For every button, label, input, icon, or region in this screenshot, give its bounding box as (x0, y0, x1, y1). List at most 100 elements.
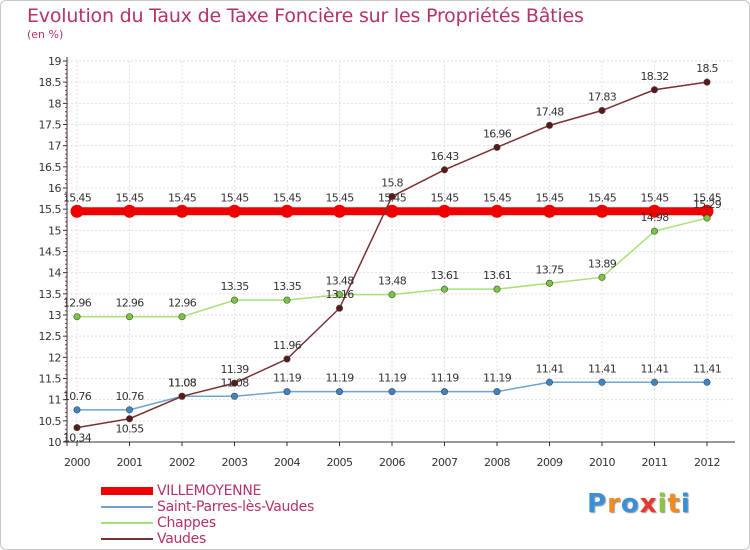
x-tick-label: 2009 (537, 456, 563, 469)
x-tick-label: 2007 (432, 456, 458, 469)
y-tick-label: 13.5 (39, 288, 62, 301)
data-label: 18.32 (641, 70, 669, 83)
data-point (73, 406, 81, 414)
logo-letter: o (620, 489, 640, 519)
y-tick-label: 18 (48, 97, 61, 110)
data-label: 11.19 (326, 372, 355, 385)
data-point (440, 166, 448, 174)
data-point (545, 378, 553, 386)
logo-letter: i (657, 489, 668, 519)
data-label: 13.35 (273, 280, 302, 293)
data-point (493, 388, 501, 396)
y-tick-label: 11 (48, 394, 61, 407)
data-point (126, 313, 134, 321)
data-point (126, 406, 134, 414)
data-point (283, 388, 291, 396)
proxiti-logo: Proxiti (587, 489, 691, 519)
x-tick-label: 2004 (274, 456, 300, 469)
legend-label: Chappes (157, 515, 216, 531)
y-tick-label: 12.5 (39, 330, 62, 343)
logo-letter: P (587, 489, 608, 519)
data-point (73, 424, 81, 432)
data-point (70, 204, 84, 218)
data-point (123, 204, 136, 218)
chart-subtitle: (en %) (27, 28, 64, 41)
data-point (283, 296, 291, 304)
data-point (280, 204, 294, 218)
data-label: 13.16 (326, 288, 355, 301)
legend-label: Saint-Parres-lès-Vaudes (157, 499, 314, 515)
data-point (543, 204, 556, 218)
data-label: 11.39 (221, 363, 250, 376)
logo-letter: r (607, 489, 621, 519)
data-point (388, 291, 396, 299)
y-tick-label: 17.5 (39, 119, 62, 132)
data-label: 12.96 (168, 297, 197, 310)
data-point (231, 392, 239, 400)
x-tick-label: 2000 (64, 456, 90, 469)
data-point (335, 388, 343, 396)
data-label: 15.45 (536, 191, 565, 204)
data-label: 11.96 (273, 339, 302, 352)
data-label: 15.45 (588, 191, 617, 204)
data-label: 11.19 (273, 372, 302, 385)
data-point (490, 204, 504, 218)
data-label: 17.83 (588, 91, 617, 104)
data-point (73, 313, 81, 321)
data-label: 17.48 (536, 105, 565, 118)
data-label: 15.45 (221, 191, 250, 204)
legend-label: VILLEMOYENNE (157, 483, 262, 499)
y-tick-label: 12 (48, 351, 61, 364)
logo-letter: x (639, 489, 658, 519)
data-point (703, 378, 711, 386)
data-point (545, 279, 553, 287)
data-point (385, 204, 399, 218)
y-tick-label: 15.5 (39, 203, 62, 216)
data-label: 15.8 (381, 176, 403, 189)
data-point (231, 379, 239, 387)
data-point (335, 291, 343, 299)
data-point (650, 227, 658, 235)
data-point (595, 204, 609, 218)
legend-swatch (101, 487, 153, 495)
data-label: 15.45 (326, 191, 355, 204)
legend-label: Vaudes (157, 531, 206, 547)
data-point (700, 204, 714, 218)
data-label: 15.45 (693, 191, 722, 204)
data-point (598, 107, 606, 115)
data-label: 13.48 (326, 275, 355, 288)
data-point (493, 285, 501, 293)
y-tick-label: 19 (48, 55, 61, 68)
x-tick-label: 2008 (484, 456, 510, 469)
data-label: 13.61 (431, 269, 459, 282)
data-point (388, 192, 396, 200)
y-tick-label: 11.5 (39, 373, 62, 386)
y-tick-label: 10 (48, 436, 61, 449)
x-tick-label: 2003 (222, 456, 248, 469)
data-point (703, 78, 711, 86)
data-label: 13.61 (483, 269, 511, 282)
data-label: 15.45 (168, 191, 197, 204)
data-point (545, 121, 553, 129)
data-label: 11.41 (536, 362, 564, 375)
logo-letter: t (667, 489, 681, 519)
data-point (388, 388, 396, 396)
data-label: 15.45 (641, 191, 670, 204)
data-label: 13.75 (536, 263, 565, 276)
data-label: 10.55 (116, 423, 145, 436)
data-label: 12.96 (63, 297, 92, 310)
logo-letter: i (680, 489, 691, 519)
data-label: 11.41 (693, 362, 721, 375)
data-label: 11.41 (588, 362, 616, 375)
y-tick-label: 15 (48, 224, 61, 237)
data-label: 13.89 (588, 257, 617, 270)
data-label: 15.45 (378, 191, 407, 204)
data-point (703, 214, 711, 222)
data-label: 12.96 (116, 297, 145, 310)
y-tick-label: 16 (48, 182, 61, 195)
x-tick-label: 2006 (379, 456, 405, 469)
y-tick-label: 17 (48, 140, 61, 153)
data-label: 10.34 (63, 432, 92, 445)
data-point (231, 296, 239, 304)
